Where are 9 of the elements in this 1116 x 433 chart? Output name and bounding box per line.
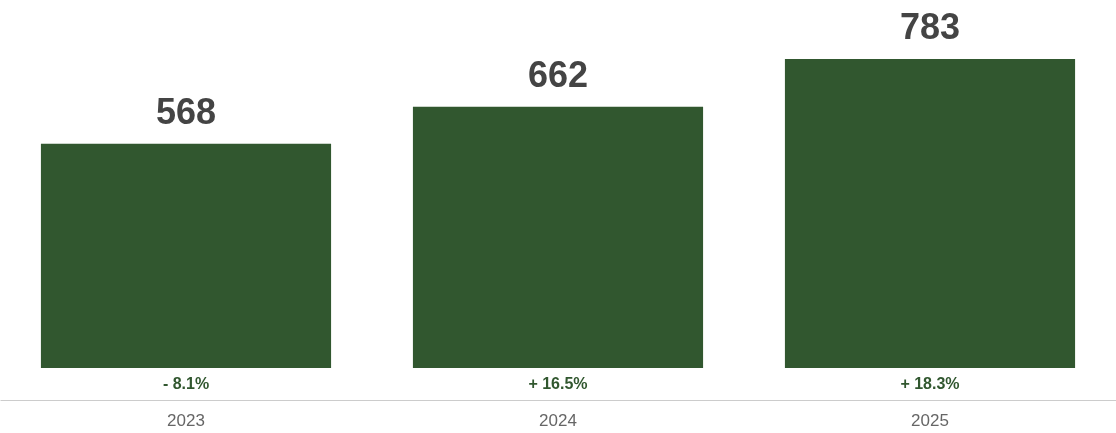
text: + 18.3%: [900, 375, 960, 392]
x-tick-label: 2025: [911, 410, 949, 430]
x-tick-label: 2023: [167, 410, 205, 430]
text: - 8.1%: [162, 375, 210, 392]
data-label: 783: [899, 6, 961, 47]
text: + 16.5%: [528, 375, 588, 392]
x-tick-label: 2024: [539, 410, 577, 430]
data-label: 662: [527, 53, 589, 95]
data-label: 568: [155, 90, 217, 132]
